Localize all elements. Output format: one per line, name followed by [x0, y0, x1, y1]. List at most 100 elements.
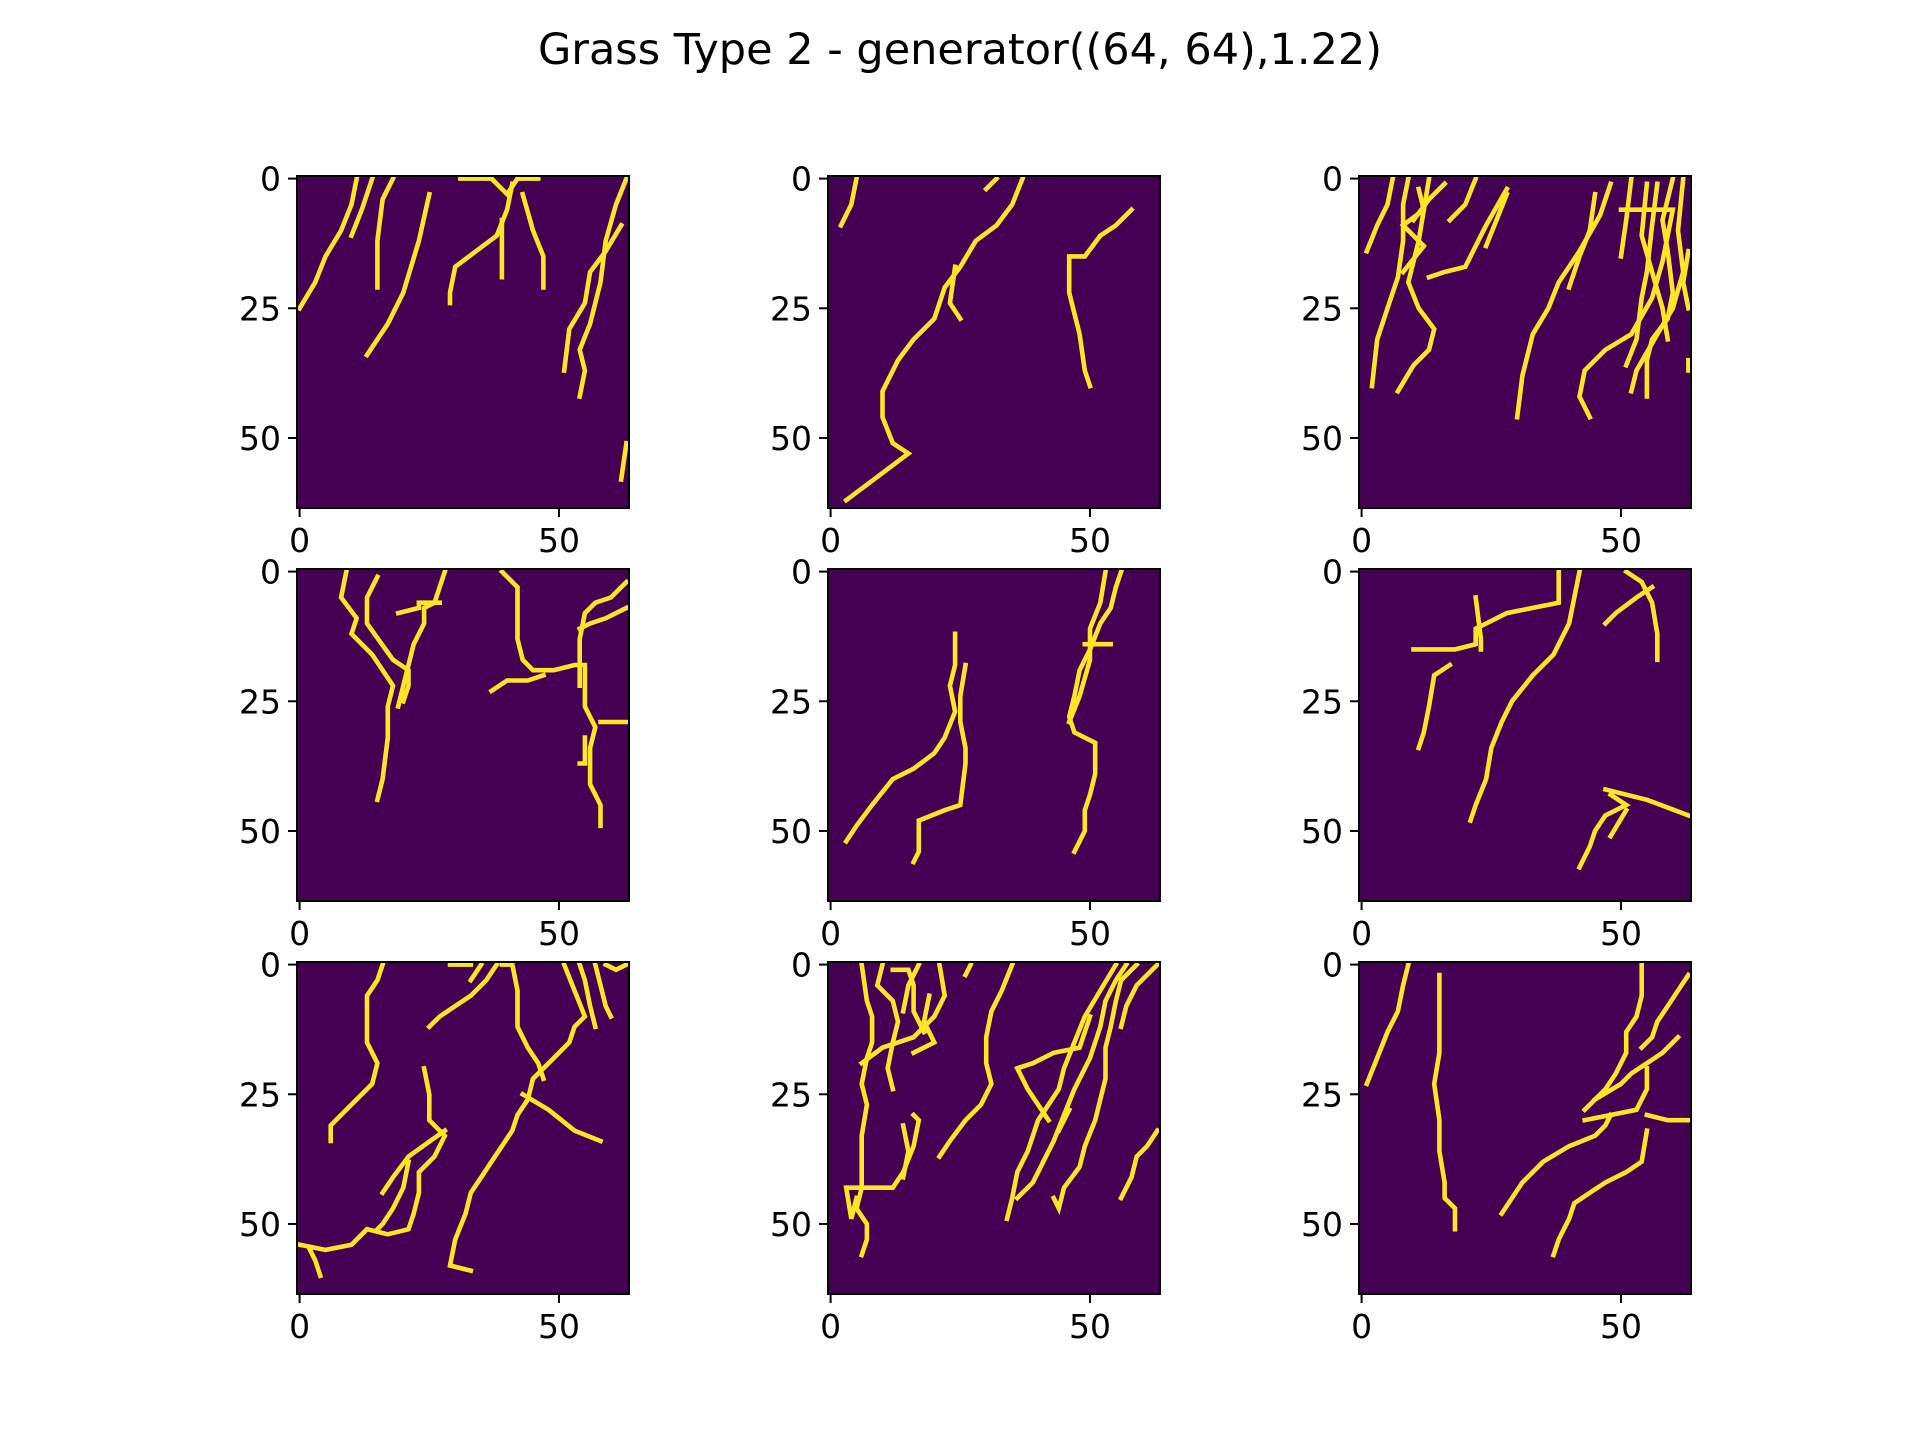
grass-strand: [499, 962, 547, 1082]
x-tick-label: 50: [1069, 521, 1111, 560]
x-tick-label: 0: [289, 914, 310, 953]
subplot-2: 0 50 0 25 50: [770, 160, 1161, 560]
grass-strand: [858, 961, 948, 1067]
grass-strand: [618, 440, 630, 483]
y-tick-label: 25: [770, 682, 812, 721]
x-tick-label: 50: [1069, 1307, 1111, 1346]
grass-strand: [1591, 1033, 1682, 1103]
x-tick-label: 0: [1351, 914, 1372, 953]
grass-strand: [1483, 191, 1510, 249]
subplot-3: 0 50 0 25 50: [1301, 160, 1692, 560]
y-tick-label: 25: [239, 1075, 281, 1114]
y-tick-label: 25: [239, 682, 281, 721]
grass-strand: [338, 568, 396, 803]
grass-strand: [348, 175, 376, 239]
subplot-grid: 0 50 0 25 50 0 50 0 25 50 0 50 0 25 50 0 50 0 25 50 0 50 0 25 50…: [239, 160, 1692, 1346]
grass-strand: [837, 175, 860, 229]
grass-strand: [1363, 961, 1412, 1087]
x-tick-label: 0: [1351, 521, 1372, 560]
grass-strand: [854, 961, 875, 1259]
strand-layer: [1411, 568, 1692, 871]
axes-frame: [827, 961, 1161, 1295]
axes-frame: [296, 568, 630, 902]
y-tick-label: 25: [239, 289, 281, 328]
grass-strand: [843, 631, 958, 845]
grass-strand: [874, 961, 901, 1092]
x-tick-label: 0: [820, 914, 841, 953]
grass-strand: [1118, 961, 1161, 1030]
y-tick-label: 0: [791, 553, 812, 592]
heatmap-background: [828, 962, 1160, 1294]
y-tick-label: 50: [1301, 812, 1343, 851]
axes-frame: [1358, 175, 1692, 509]
grass-strand: [1602, 584, 1656, 627]
grass-strand: [1618, 176, 1634, 260]
axes-frame: [1358, 568, 1692, 902]
grass-strand: [576, 175, 630, 400]
grass-strand: [576, 604, 630, 632]
grass-strand: [1050, 961, 1140, 1216]
grass-strand: [519, 1091, 604, 1144]
grass-strand: [602, 961, 630, 973]
grass-strand: [1623, 181, 1660, 369]
grass-strand: [900, 961, 922, 1015]
grass-strand: [1576, 791, 1631, 871]
grass-strand: [374, 1158, 412, 1233]
strand-layer: [296, 175, 630, 483]
subplot-9: 0 50 0 25 50: [1301, 946, 1692, 1346]
y-tick-label: 0: [1322, 160, 1343, 199]
grass-strand: [447, 181, 516, 306]
x-tick-label: 0: [289, 1307, 310, 1346]
grass-strand: [364, 573, 411, 705]
y-tick-label: 0: [1322, 553, 1343, 592]
y-tick-label: 0: [791, 946, 812, 985]
grass-strand: [1426, 185, 1510, 281]
y-tick-label: 0: [791, 160, 812, 199]
grass-strand: [843, 1111, 922, 1220]
grass-strand: [447, 961, 588, 1274]
grass-strand: [982, 175, 1000, 193]
y-tick-label: 50: [770, 812, 812, 851]
grass-strand: [1118, 1127, 1161, 1202]
grass-strand: [1498, 1111, 1614, 1217]
grass-strand: [1577, 207, 1676, 421]
y-tick-label: 50: [239, 1205, 281, 1244]
axes-frame: [296, 961, 630, 1295]
grass-strand: [561, 222, 625, 374]
strand-layer: [1363, 175, 1692, 421]
y-tick-label: 50: [770, 419, 812, 458]
grass-strand: [1623, 568, 1660, 663]
grass-strand: [1369, 175, 1412, 389]
grass-strand: [1514, 180, 1614, 420]
grass-strand: [577, 578, 630, 689]
grass-strand: [296, 175, 360, 312]
subplot-8: 0 50 0 25 50: [770, 946, 1161, 1346]
x-tick-label: 0: [1351, 1307, 1372, 1346]
grass-strand: [1394, 175, 1437, 395]
x-tick-label: 0: [820, 521, 841, 560]
heatmap-background: [828, 569, 1160, 901]
grass-strand: [498, 568, 603, 829]
x-tick-label: 50: [1600, 914, 1642, 953]
grass-strand: [1607, 807, 1630, 840]
grass-strand: [842, 175, 1026, 504]
grass-strand: [1410, 180, 1448, 224]
grass-strand: [947, 264, 964, 322]
grass-strand: [1581, 1066, 1650, 1123]
grass-strand: [962, 961, 974, 979]
grass-strand: [1602, 786, 1692, 819]
grass-strand: [910, 992, 938, 1056]
strand-layer: [338, 568, 630, 829]
grass-strand: [1066, 206, 1135, 390]
axes-frame: [296, 175, 630, 509]
y-tick-label: 0: [1322, 946, 1343, 985]
grass-strand: [375, 175, 397, 290]
grass-strand: [910, 662, 969, 866]
grass-strand: [328, 961, 386, 1144]
x-tick-label: 50: [538, 521, 580, 560]
grass-strand: [395, 600, 443, 616]
subplot-1: 0 50 0 25 50: [239, 160, 630, 560]
grass-strand: [936, 961, 1016, 1160]
y-tick-label: 0: [260, 946, 281, 985]
